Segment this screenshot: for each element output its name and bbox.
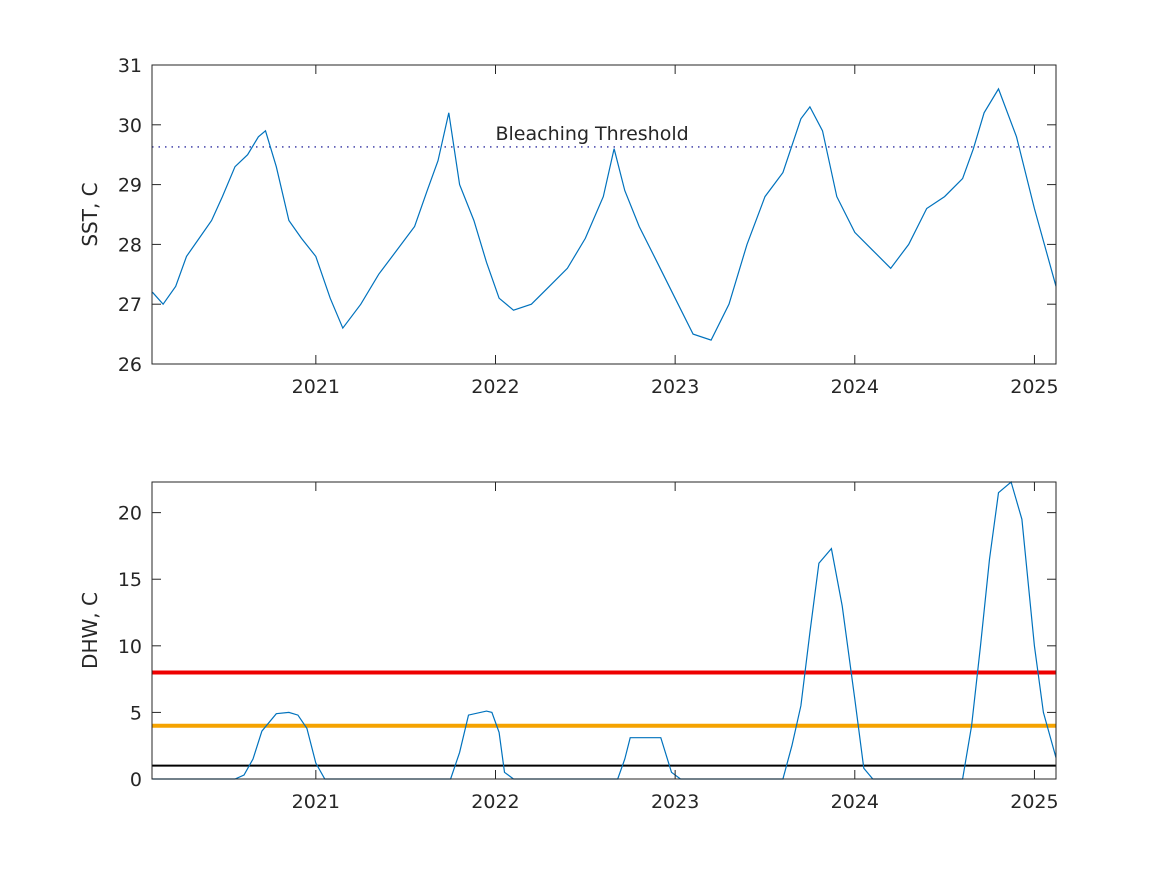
sst-y-tick-label: 31 bbox=[118, 55, 142, 77]
sst-y-tick-label: 26 bbox=[118, 354, 142, 376]
sst-y-tick-label: 30 bbox=[118, 115, 142, 137]
sst-series-line bbox=[151, 87, 1057, 341]
dhw-y-tick-label: 10 bbox=[118, 636, 142, 658]
sst-panel: 2021 2022 2023 2024 2025 26 27 28 29 30 31 Bleach… bbox=[78, 55, 1059, 398]
dhw-x-tick-label: 2022 bbox=[471, 791, 519, 813]
dhw-axes-frame bbox=[151, 481, 1057, 780]
dhw-x-tick-label: 2024 bbox=[831, 791, 879, 813]
bleaching-threshold-label: Bleaching Threshold bbox=[495, 123, 688, 145]
dhw-y-tick-label: 0 bbox=[130, 769, 142, 791]
sst-x-tick-label: 2025 bbox=[1010, 376, 1058, 398]
dhw-y-axis: 0 5 10 15 20 bbox=[118, 503, 1056, 791]
sst-y-tick-label: 27 bbox=[118, 294, 142, 316]
dhw-y-axis-label: DHW, C bbox=[78, 592, 102, 669]
sst-x-tick-label: 2023 bbox=[651, 376, 699, 398]
dhw-x-tick-label: 2021 bbox=[292, 791, 340, 813]
sst-y-tick-label: 28 bbox=[118, 234, 142, 256]
dhw-x-tick-label: 2023 bbox=[651, 791, 699, 813]
sst-x-tick-label: 2022 bbox=[471, 376, 519, 398]
dhw-series-line bbox=[152, 480, 1057, 780]
sst-y-axis-label: SST, C bbox=[78, 182, 102, 246]
dhw-x-axis: 2021 2022 2023 2024 2025 bbox=[292, 482, 1059, 813]
sst-y-tick-label: 29 bbox=[118, 175, 142, 197]
sst-x-tick-label: 2021 bbox=[292, 376, 340, 398]
sst-x-tick-label: 2024 bbox=[831, 376, 879, 398]
sst-y-axis: 26 27 28 29 30 31 bbox=[118, 55, 1056, 376]
dhw-y-tick-label: 5 bbox=[130, 702, 142, 724]
dhw-panel: 2021 2022 2023 2024 2025 0 5 10 15 20 DHW, C bbox=[78, 480, 1059, 813]
dhw-x-tick-label: 2025 bbox=[1010, 791, 1058, 813]
sst-axes-frame bbox=[151, 64, 1057, 365]
sst-x-axis: 2021 2022 2023 2024 2025 bbox=[292, 65, 1059, 398]
dhw-y-tick-label: 15 bbox=[118, 569, 142, 591]
dhw-y-tick-label: 20 bbox=[118, 503, 142, 525]
